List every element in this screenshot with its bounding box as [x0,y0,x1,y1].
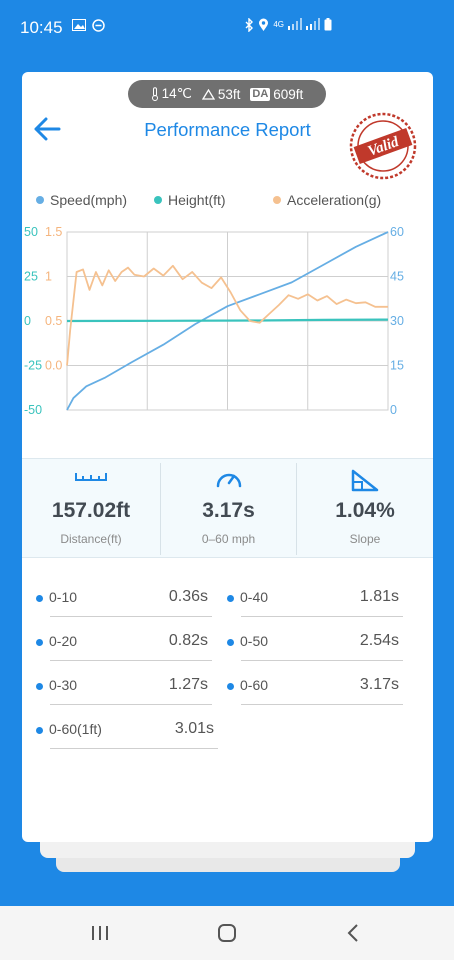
split-name: 0-60(1ft) [49,721,102,737]
report-card: 14℃ 53ft DA 609ft Performance Report Val… [22,72,433,842]
split-bullet [36,683,43,690]
signal-icon-2 [306,18,320,30]
split-name: 0-10 [49,589,78,605]
split-bullet [227,639,234,646]
status-bar: 10:45 4G [0,0,454,52]
split-bullet [227,595,234,602]
stat-value-distance: 157.02ft [51,499,131,522]
split-time: 2.54s [359,632,399,649]
tick-label-height: -50 [24,403,42,417]
stat-label-distance: Distance(ft) [60,532,122,546]
density-altitude-value: 609ft [273,86,304,102]
ruler-icon [75,473,107,481]
split-time: 1.27s [168,676,208,693]
split-bullet [227,683,234,690]
split-time: 3.01s [174,720,214,737]
stats-panel: 157.02ft Distance(ft) 3.17s 0–60 mph 1.0… [22,458,433,558]
split-name: 0-60 [240,677,269,693]
tick-label-height: 0 [24,314,31,328]
split-row: 0-60(1ft) 3.01s [36,715,218,749]
back-icon[interactable] [340,920,368,946]
tick-label-height: 50 [24,225,38,239]
valid-stamp: Valid [349,112,417,180]
do-not-disturb-icon [92,19,105,32]
slope-icon [351,469,379,492]
tick-label-speed: 60 [390,225,404,239]
split-bullet [36,727,43,734]
speedometer-icon [216,473,241,488]
acceleration-series-line [66,264,388,366]
legend-item-speed[interactable]: Speed(mph) [36,192,127,208]
split-bullet [36,595,43,602]
performance-chart: 50 25 0 -25 -50 1.5 1 0.5 0.0 60 45 30 15 0 [24,225,404,417]
split-time: 0.82s [168,632,208,649]
thermometer-icon [151,87,158,101]
split-name: 0-50 [240,633,269,649]
elevation-icon [201,88,215,100]
legend-swatch-speed [36,196,44,204]
stat-label-zero-to-sixty: 0–60 mph [201,532,256,546]
tick-label-acceleration: 0.0 [45,359,62,373]
stamp-text: Valid [366,134,402,160]
location-icon [259,18,269,31]
legend-item-acceleration[interactable]: Acceleration(g) [273,192,381,208]
stat-value-slope: 1.04% [335,499,395,522]
split-row: 0-60 3.17s [227,671,403,705]
legend-swatch-acceleration [273,196,281,204]
page-title: Performance Report [144,119,311,140]
tick-label-acceleration: 0.5 [45,314,62,328]
stat-distance: 157.02ft Distance(ft) [22,459,160,559]
split-row: 0-40 1.81s [227,583,403,617]
tick-label-speed: 30 [390,314,404,328]
tick-label-speed: 15 [390,359,404,373]
signal-icon [288,18,302,30]
gallery-icon [72,19,86,31]
status-time: 10:45 [20,18,63,37]
tick-label-speed: 45 [390,270,404,284]
split-time: 3.17s [359,676,399,693]
environment-pill: 14℃ 53ft DA 609ft [128,80,326,108]
system-nav-bar [0,906,454,960]
split-bullet [36,639,43,646]
tick-label-acceleration: 1.5 [45,225,62,239]
legend-label-acceleration: Acceleration(g) [287,192,382,208]
tick-label-speed: 0 [390,403,397,417]
temperature-value: 14℃ [161,86,192,101]
split-name: 0-40 [240,589,269,605]
split-name: 0-30 [49,677,78,693]
legend-label-speed: Speed(mph) [50,192,128,208]
network-type: 4G [273,20,284,29]
legend-label-height: Height(ft) [168,192,226,208]
stat-label-slope: Slope [349,532,381,546]
bluetooth-icon [245,18,254,32]
back-arrow-icon[interactable] [32,116,62,142]
speed-series-line [66,231,389,411]
tick-label-acceleration: 1 [45,270,52,284]
legend-item-height[interactable]: Height(ft) [154,192,226,208]
battery-icon [324,18,332,31]
da-badge: DA [250,87,271,101]
elevation-value: 53ft [217,86,241,102]
height-series-line [66,318,389,323]
split-time: 0.36s [168,588,208,605]
split-row: 0-50 2.54s [227,627,403,661]
tick-label-height: 25 [24,270,38,284]
stat-value-zero-to-sixty: 3.17s [202,499,255,522]
split-row: 0-10 0.36s [36,583,212,617]
home-icon[interactable] [213,920,241,946]
tick-label-height: -25 [24,359,42,373]
stat-slope: 1.04% Slope [297,459,433,559]
recent-apps-icon[interactable] [86,920,114,946]
split-time: 1.81s [359,588,399,605]
legend-swatch-height [154,196,162,204]
stat-zero-to-sixty: 3.17s 0–60 mph [161,459,296,559]
chart-legend: Speed(mph) Height(ft) Acceleration(g) [22,192,433,212]
split-row: 0-30 1.27s [36,671,212,705]
split-row: 0-20 0.82s [36,627,212,661]
split-name: 0-20 [49,633,78,649]
